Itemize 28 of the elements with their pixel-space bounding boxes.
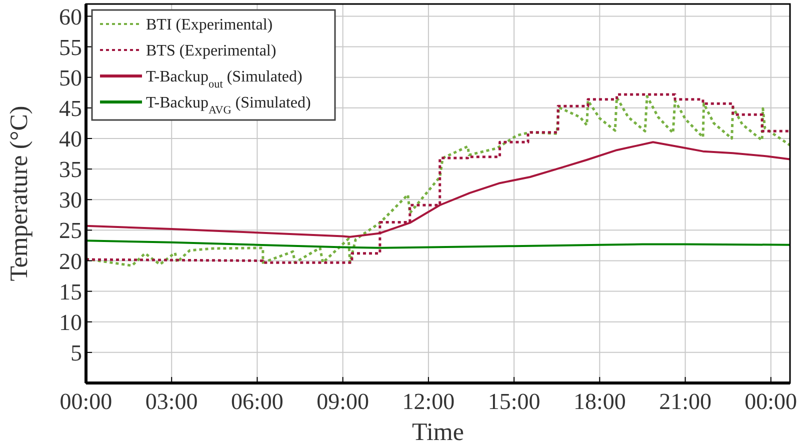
- y-tick-label: 60: [59, 4, 82, 30]
- x-tick-label: 21:00: [659, 389, 712, 414]
- y-axis-title: Temperature (°C): [6, 106, 33, 282]
- y-tick-label: 10: [59, 310, 82, 335]
- x-tick-label: 06:00: [231, 389, 284, 414]
- legend-label: BTI (Experimental): [146, 16, 273, 34]
- x-tick-label: 18:00: [573, 389, 626, 414]
- y-tick-label: 50: [59, 65, 82, 90]
- y-tick-label: 25: [59, 218, 82, 244]
- x-tick-label: 03:00: [145, 389, 198, 414]
- line-series: [85, 240, 791, 249]
- legend-label: T-Backup$_{out}$ (Simulated): [146, 68, 302, 91]
- x-axis-title: Time: [412, 419, 464, 446]
- y-tick-label: 35: [59, 157, 82, 182]
- x-tick-label: 09:00: [316, 389, 370, 414]
- y-tick-label: 20: [59, 248, 82, 274]
- y-tick-label: 45: [59, 96, 82, 121]
- legend-label: BTS (Experimental): [146, 42, 276, 60]
- y-tick-label: 5: [70, 340, 82, 366]
- x-tick-label: 15:00: [488, 389, 540, 414]
- x-tick-label: 00:00: [744, 389, 797, 414]
- x-tick-label: 12:00: [402, 389, 455, 414]
- legend-label: T-Backup$_{AVG}$ (Simulated): [146, 94, 311, 117]
- y-tick-label: 40: [59, 126, 82, 152]
- x-tick-label: 00:00: [60, 389, 112, 414]
- y-tick-label: 15: [59, 279, 82, 304]
- y-tick-label: 30: [59, 188, 82, 213]
- y-tick-label: 55: [59, 34, 82, 60]
